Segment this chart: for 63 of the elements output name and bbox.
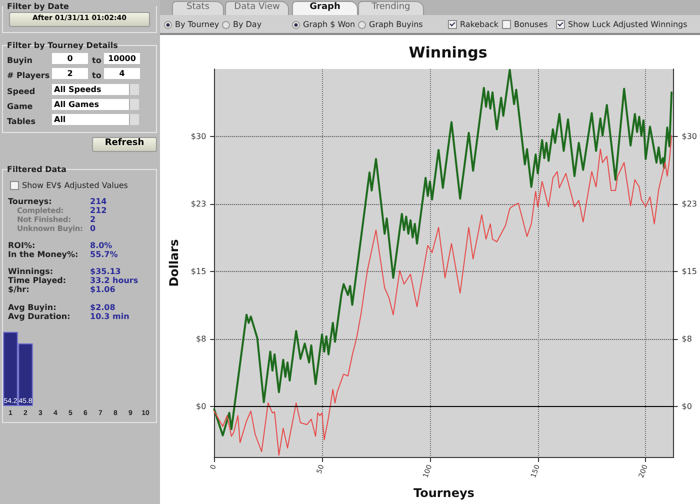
button: Refresh bbox=[92, 137, 157, 152]
radio-button: By Tourney bbox=[164, 19, 220, 30]
text: $1.06 bbox=[90, 284, 116, 295]
text: Avg Buyin: bbox=[8, 302, 56, 312]
text: 33.2 hours bbox=[90, 276, 138, 286]
text: 8.0% bbox=[90, 240, 112, 251]
text: Filter by Date bbox=[7, 1, 69, 12]
checkbox: Show EV$ Adjusted Values bbox=[10, 180, 128, 191]
y-tick-label: $8 bbox=[196, 334, 206, 344]
x-axis-title: Tourneys bbox=[413, 486, 474, 500]
text: # Players bbox=[7, 70, 50, 81]
text: 55.7% bbox=[90, 249, 118, 260]
text: $35.13 bbox=[90, 266, 121, 276]
y2-tick-label: $30 bbox=[682, 132, 698, 142]
y2-tick-label: $0 bbox=[682, 402, 692, 412]
text: 2 bbox=[90, 214, 96, 225]
chart-title: Winnings bbox=[408, 44, 488, 62]
text: 0 bbox=[90, 223, 96, 234]
text-field: 2 bbox=[52, 68, 88, 79]
text: Game bbox=[7, 101, 33, 112]
dropdown: All Games bbox=[52, 99, 139, 110]
text: 212 bbox=[90, 205, 107, 216]
text: to bbox=[92, 70, 102, 81]
y2-tick-label: $15 bbox=[682, 267, 698, 276]
text: Filtered Data bbox=[7, 164, 66, 175]
tab: Data View bbox=[225, 1, 289, 15]
dropdown: All bbox=[52, 114, 139, 125]
y-axis-title: Dollars bbox=[167, 239, 181, 287]
text: Buyin bbox=[7, 55, 32, 66]
line-series bbox=[213, 68, 673, 436]
tab: Stats bbox=[172, 1, 224, 15]
radio-button: By Day bbox=[222, 19, 262, 30]
text-field: 0 bbox=[52, 53, 88, 64]
text: Tables bbox=[7, 116, 36, 127]
text-field: 4 bbox=[104, 68, 140, 79]
text: $2.08 bbox=[90, 302, 116, 312]
checkbox: Rakeback bbox=[448, 19, 499, 30]
text: Speed bbox=[7, 86, 36, 97]
text: In the Money%: bbox=[8, 249, 78, 260]
text: Avg Duration: bbox=[8, 312, 70, 322]
radio-button: Graph Buyins bbox=[358, 19, 423, 30]
y-tick-label: $30 bbox=[190, 132, 206, 142]
tab: Trending bbox=[358, 1, 424, 15]
checkbox: Bonuses bbox=[502, 19, 548, 30]
dropdown: All Speeds bbox=[52, 84, 139, 95]
y2-tick-label: $23 bbox=[682, 200, 698, 209]
text: Tourneys: bbox=[8, 196, 52, 207]
text: Filter by Tourney Details bbox=[7, 40, 118, 51]
text: to bbox=[92, 55, 102, 66]
text: $/hr: bbox=[8, 284, 30, 295]
text: 10.3 min bbox=[90, 312, 130, 322]
text: Time Played: bbox=[8, 276, 66, 286]
text: 214 bbox=[90, 196, 107, 207]
y2-tick-label: $8 bbox=[682, 334, 692, 344]
tab: Graph bbox=[292, 1, 358, 15]
y-tick-label: $23 bbox=[190, 200, 206, 209]
radio-button: Graph $ Won bbox=[292, 19, 356, 30]
text-field: 10000 bbox=[104, 53, 140, 64]
text: ROI%: bbox=[8, 240, 36, 250]
y-tick-label: $0 bbox=[196, 402, 206, 412]
y-tick-label: $15 bbox=[190, 267, 206, 276]
text: Winnings: bbox=[8, 266, 54, 276]
checkbox: Show Luck Adjusted Winnings bbox=[556, 19, 688, 30]
